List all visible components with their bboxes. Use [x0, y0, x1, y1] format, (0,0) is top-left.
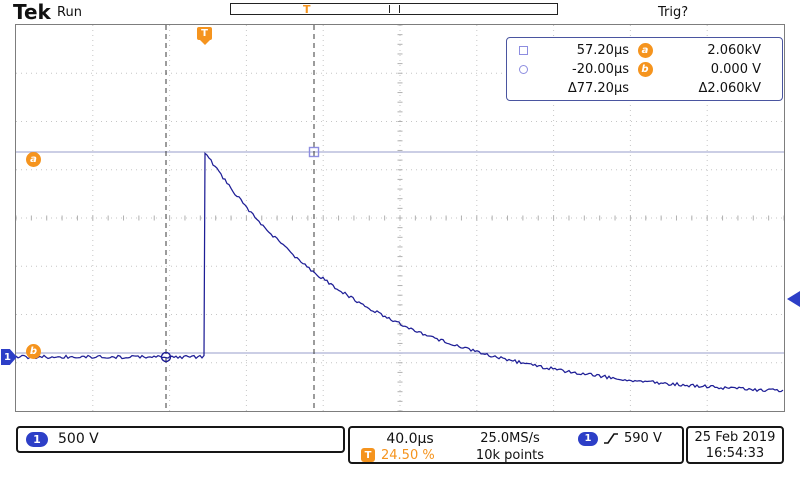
graticule — [15, 24, 785, 412]
cursor-a-value: 2.060kV — [707, 43, 761, 58]
trigger-position-value: 24.50 % — [381, 448, 435, 463]
cursor-a-time: 57.20µs — [576, 43, 629, 58]
circle-cursor-marker — [160, 351, 172, 363]
rising-edge-icon — [604, 433, 618, 444]
square-cursor-marker — [308, 146, 320, 158]
trigger-source-badge: 1 — [578, 431, 598, 446]
tek-logo: Tek — [13, 0, 51, 24]
window-left-tick — [389, 5, 390, 13]
date: 25 Feb 2019 — [694, 430, 776, 445]
trigger-position-marker: T — [303, 3, 311, 16]
square-cursor-icon — [519, 46, 528, 55]
cursor-readout-panel: 57.20µs a 2.060kV -20.00µs b 0.000 V Δ77… — [506, 37, 783, 101]
sample-rate: 25.0MS/s — [480, 431, 540, 446]
cursor-b-value: 0.000 V — [710, 62, 761, 77]
trigger-readout: 1 590 V — [578, 431, 662, 446]
circle-cursor-icon — [519, 65, 528, 74]
acquisition-position-bar: T — [230, 3, 558, 16]
trigger-level: 590 V — [624, 431, 662, 446]
datetime-box: 25 Feb 2019 16:54:33 — [686, 426, 784, 464]
timebase: 40.0µs — [386, 431, 434, 447]
channel1-ground-marker: 1 — [1, 349, 17, 365]
horizontal-trigger-readout-box: 40.0µs 25.0MS/s 1 590 V T 24.50 % 10k po… — [348, 426, 684, 464]
cursor-delta-time: Δ77.20µs — [567, 81, 629, 96]
record-length: 10k points — [475, 448, 545, 463]
cursor-b-time: -20.00µs — [572, 62, 629, 77]
trigger-position-flag: T — [197, 27, 212, 45]
cursor-b-source-badge: b — [637, 62, 653, 77]
window-right-tick — [399, 5, 400, 13]
trigger-level-arrow — [787, 291, 800, 307]
cursor-delta-value: Δ2.060kV — [698, 81, 761, 96]
channel1-trace — [16, 151, 784, 393]
waveform-display — [16, 25, 784, 411]
acquisition-state: Run — [57, 5, 82, 20]
cursor-a-source-badge: a — [637, 43, 653, 58]
channel1-scale: 500 V — [58, 431, 99, 447]
channel1-readout-box: 1 500 V — [16, 426, 345, 453]
cursor-b-badge: b — [26, 344, 41, 359]
trigger-position-badge: T — [361, 448, 375, 462]
channel1-badge: 1 — [26, 432, 48, 447]
time: 16:54:33 — [705, 446, 765, 461]
trigger-status: Trig? — [658, 5, 689, 20]
trigger-flag-label: T — [201, 28, 208, 39]
cursor-a-badge: a — [26, 152, 41, 167]
